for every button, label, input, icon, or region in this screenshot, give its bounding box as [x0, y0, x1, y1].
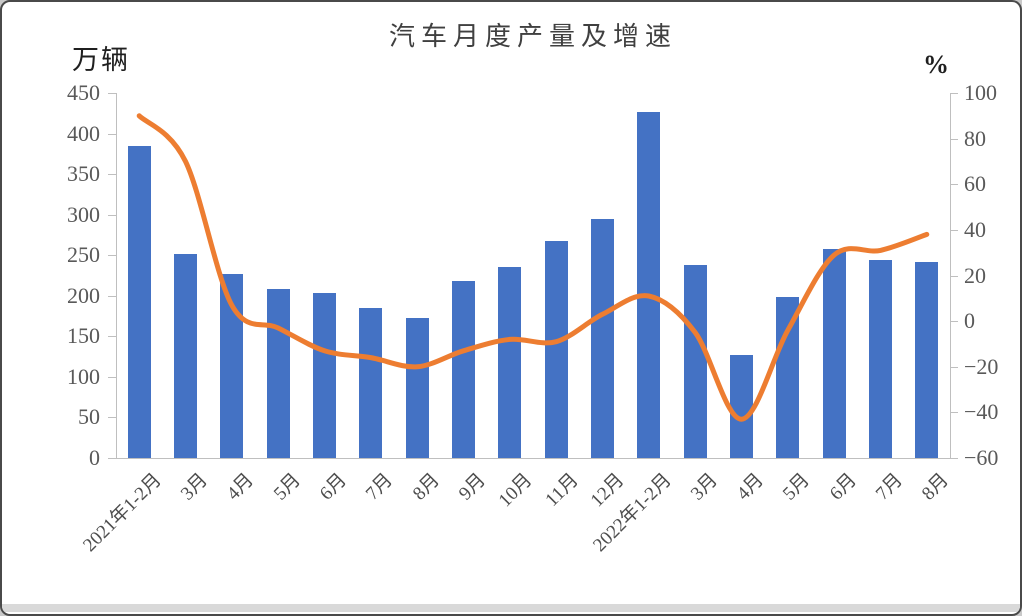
- right-axis-tickmark: [950, 184, 958, 186]
- x-axis-label: 7月: [871, 469, 907, 505]
- bar: [174, 253, 197, 458]
- bar: [359, 307, 383, 458]
- right-axis-tick-label: 60: [964, 171, 986, 197]
- bar: [730, 354, 753, 458]
- x-axis-label: 5月: [269, 469, 305, 505]
- left-axis-tickmark: [108, 417, 116, 419]
- x-axis-label: 3月: [686, 469, 722, 505]
- right-axis-tickmark: [950, 93, 958, 94]
- right-axis-tickmark: [950, 275, 958, 277]
- x-axis-label: 2021年1-2月: [79, 469, 166, 557]
- left-axis-tickmark: [108, 174, 116, 176]
- right-axis-tickmark: [950, 138, 958, 140]
- right-axis-unit-label: %: [923, 50, 949, 79]
- right-axis-tickmark: [950, 229, 958, 231]
- right-axis-tickmark: [950, 412, 958, 414]
- left-axis-tickmark: [108, 458, 116, 459]
- bar: [498, 267, 522, 458]
- right-axis-tickmark: [950, 321, 958, 323]
- left-axis-tick-label: 400: [67, 120, 100, 146]
- left-axis-tick-label: 350: [67, 161, 100, 187]
- x-axis-label: 8月: [408, 469, 444, 505]
- x-axis-label: 11月: [541, 469, 583, 511]
- x-axis-label: 6月: [825, 469, 861, 505]
- x-axis-label: 4月: [223, 469, 259, 505]
- left-axis-tickmark: [108, 133, 116, 135]
- bar: [591, 218, 614, 458]
- right-axis-tickmark: [950, 458, 958, 459]
- left-axis-tick-label: 250: [67, 242, 100, 268]
- bar: [869, 260, 892, 458]
- right-axis-tick-label: 0: [964, 308, 975, 334]
- right-axis-tick-label: −40: [964, 399, 999, 425]
- right-axis-tickmark: [950, 366, 958, 368]
- right-axis-tick-label: 100: [964, 80, 997, 105]
- bar: [776, 297, 800, 458]
- bar: [822, 248, 846, 458]
- bar: [452, 281, 475, 458]
- x-axis-label: 5月: [779, 469, 815, 505]
- bar: [683, 264, 707, 458]
- right-axis-tick-label: 40: [964, 216, 986, 242]
- left-axis-tick-label: 200: [67, 282, 100, 308]
- left-axis-unit-label: 万辆: [72, 45, 130, 75]
- x-axis-label: 6月: [315, 469, 351, 505]
- left-axis-line: [116, 93, 117, 458]
- chart-title: 汽车月度产量及增速: [388, 22, 677, 51]
- right-axis-tick-label: 20: [964, 262, 986, 288]
- bar: [637, 111, 661, 458]
- bar: [405, 318, 429, 458]
- x-axis-label: 3月: [176, 469, 212, 505]
- x-axis-label: 9月: [454, 469, 490, 505]
- left-axis-tick-label: 50: [78, 404, 100, 430]
- right-axis-tick-label: −20: [964, 353, 999, 379]
- bar: [266, 289, 290, 458]
- left-axis-tick-label: 100: [67, 363, 100, 389]
- window-bottom-strip: [2, 604, 1020, 612]
- left-axis-tick-label: 450: [67, 80, 100, 105]
- bar: [313, 293, 336, 458]
- bar: [220, 273, 244, 458]
- left-axis-tick-label: 150: [67, 323, 100, 349]
- x-axis-label: 8月: [918, 469, 954, 505]
- bar: [915, 261, 939, 458]
- left-axis-tick-label: 300: [67, 201, 100, 227]
- growth-line: [136, 113, 930, 422]
- left-axis-tick-label: 0: [89, 445, 100, 470]
- x-axis-label: 10月: [494, 469, 537, 512]
- x-axis-label: 7月: [362, 469, 398, 505]
- left-axis-tickmark: [108, 93, 116, 94]
- bar: [127, 145, 151, 458]
- left-axis-tickmark: [108, 255, 116, 257]
- right-axis-tick-label: 80: [964, 125, 986, 151]
- left-axis-tickmark: [108, 295, 116, 297]
- x-axis-line: [116, 458, 951, 459]
- left-axis-tickmark: [108, 376, 116, 378]
- right-axis-tick-label: −60: [964, 445, 999, 470]
- x-axis-label: 4月: [732, 469, 768, 505]
- left-axis-tickmark: [108, 214, 116, 216]
- left-axis-tickmark: [108, 336, 116, 338]
- bar: [544, 241, 568, 458]
